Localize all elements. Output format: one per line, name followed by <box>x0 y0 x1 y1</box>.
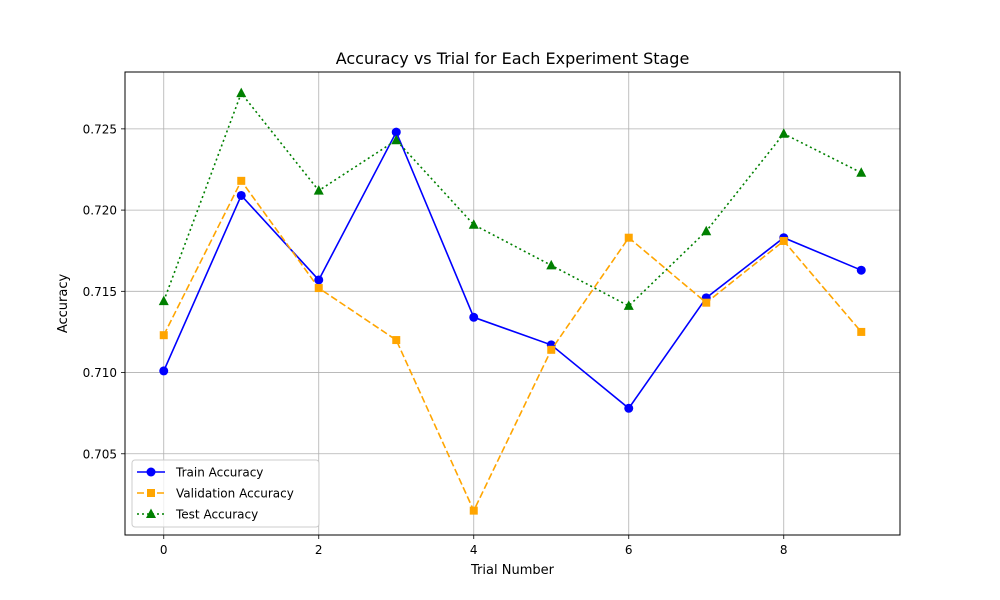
series-2 <box>158 87 867 310</box>
legend-marker <box>147 489 155 497</box>
data-point <box>856 265 866 275</box>
data-point <box>701 225 712 236</box>
series-line <box>163 130 862 410</box>
y-tick-label: 0.725 <box>83 122 117 136</box>
data-point <box>236 87 247 98</box>
x-tick-label: 2 <box>315 543 323 557</box>
legend-label: Train Accuracy <box>175 466 263 480</box>
data-point <box>857 327 866 336</box>
data-point <box>702 298 711 307</box>
data-point <box>314 284 323 293</box>
data-point <box>314 275 324 285</box>
data-point <box>236 190 246 200</box>
x-tick-label: 4 <box>470 543 478 557</box>
series-1 <box>159 176 866 515</box>
x-tick-label: 0 <box>160 543 168 557</box>
data-point <box>469 312 479 322</box>
y-tick-label: 0.705 <box>83 447 117 461</box>
legend-label: Validation Accuracy <box>176 487 294 501</box>
series-line <box>163 179 862 513</box>
data-point <box>547 345 556 354</box>
data-point <box>624 403 634 413</box>
data-point <box>237 176 246 185</box>
y-tick-label: 0.720 <box>83 204 117 218</box>
plot-area-frame <box>124 71 901 536</box>
y-axis-label: Accuracy <box>56 274 71 334</box>
data-point <box>391 134 402 145</box>
data-point <box>392 336 401 345</box>
data-point <box>469 506 478 515</box>
data-point <box>856 167 867 177</box>
x-tick-label: 8 <box>780 543 788 557</box>
y-tick-label: 0.710 <box>83 366 117 380</box>
legend-label: Test Accuracy <box>175 508 258 522</box>
legend-marker <box>146 508 156 518</box>
x-axis-label: Trial Number <box>470 563 555 578</box>
y-tick-label: 0.715 <box>83 285 117 299</box>
data-point <box>159 331 168 340</box>
data-point <box>313 185 324 195</box>
data-point <box>159 366 169 376</box>
ticks: 0 2 4 6 8 0.705 0.710 0.715 0.720 0.725 <box>83 122 788 557</box>
chart-title: Accuracy vs Trial for Each Experiment St… <box>336 49 690 68</box>
data-point <box>158 295 169 306</box>
data-point <box>623 300 634 310</box>
legend-item: Validation Accuracy <box>137 487 294 501</box>
legend-marker <box>146 467 156 477</box>
data-point <box>778 128 789 138</box>
x-tick-label: 6 <box>625 543 633 557</box>
legend-item: Test Accuracy <box>137 508 258 522</box>
grid <box>125 72 900 535</box>
series-layer <box>158 87 867 515</box>
legend-item: Train Accuracy <box>137 466 263 480</box>
data-point <box>391 127 401 137</box>
data-point <box>468 219 479 229</box>
data-point <box>546 259 557 270</box>
legend-items: Train Accuracy Validation Accuracy Test Ac… <box>137 466 294 522</box>
legend-box <box>131 459 320 528</box>
data-point <box>779 236 788 245</box>
legend: Train Accuracy Validation Accuracy Test Ac… <box>131 459 320 528</box>
data-point <box>624 233 633 242</box>
